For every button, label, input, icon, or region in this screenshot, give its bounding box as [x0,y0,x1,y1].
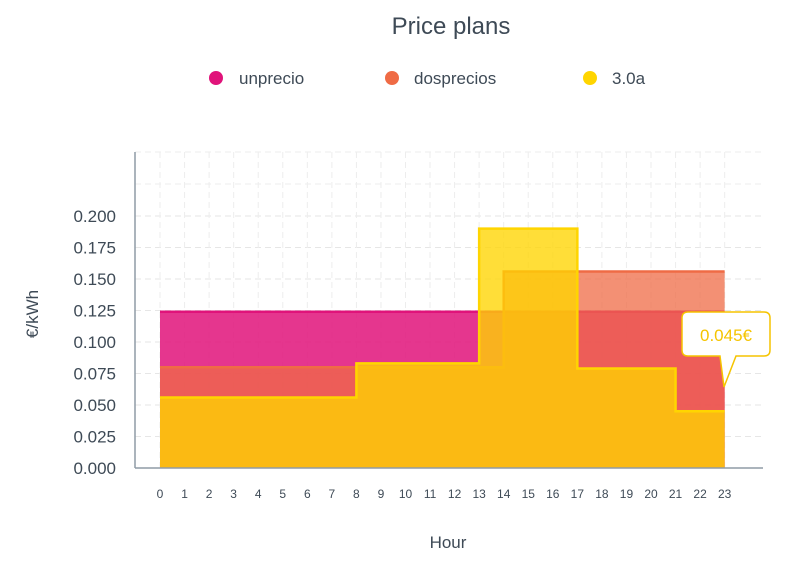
y-axis-label: €/kWh [23,290,42,338]
y-tick-label: 0.125 [73,302,116,321]
y-tick-label: 0.100 [73,333,116,352]
x-tick-label: 3 [230,487,237,501]
y-tick-label: 0.075 [73,365,116,384]
x-tick-label: 1 [181,487,188,501]
legend-label-3-0a: 3.0a [612,69,646,88]
x-tick-label: 10 [399,487,413,501]
x-tick-label: 12 [448,487,462,501]
x-tick-label: 17 [571,487,585,501]
legend-item-dosprecios[interactable]: dosprecios [385,69,496,88]
series-layer [160,227,725,468]
legend-label-dosprecios: dosprecios [414,69,496,88]
legend-marker-dosprecios [385,71,399,85]
x-tick-label: 18 [595,487,609,501]
x-tick-label: 22 [693,487,707,501]
x-tick-label: 16 [546,487,560,501]
x-tick-label: 13 [472,487,486,501]
y-tick-label: 0.150 [73,270,116,289]
tooltip-value: 0.045€ [700,326,753,345]
x-tick-label: 14 [497,487,511,501]
x-tick-label: 5 [279,487,286,501]
series-area-3-0a [160,228,725,468]
legend: unprecio dosprecios 3.0a [209,69,646,88]
y-tick-label: 0.025 [73,428,116,447]
series-line-3-0a [160,227,725,413]
x-tick-label: 9 [378,487,385,501]
x-tick-label: 23 [718,487,732,501]
legend-item-unprecio[interactable]: unprecio [209,69,304,88]
x-tick-label: 7 [329,487,336,501]
chart-title: Price plans [392,13,511,40]
x-tick-label: 8 [353,487,360,501]
y-tick-label: 0.175 [73,239,116,258]
axes [134,152,763,469]
x-tick-label: 11 [424,487,437,501]
x-axis-label: Hour [430,533,467,552]
x-tick-label: 6 [304,487,311,501]
x-tick-label: 20 [644,487,658,501]
x-tick-label: 21 [669,487,683,501]
x-tick-label: 19 [620,487,634,501]
legend-label-unprecio: unprecio [239,69,304,88]
legend-item-3-0a[interactable]: 3.0a [583,69,646,88]
tooltip-box [681,311,771,388]
y-tick-label: 0.050 [73,396,116,415]
x-tick-label: 0 [157,487,164,501]
y-tick-label: 0.000 [73,459,116,478]
x-tick-label: 4 [255,487,262,501]
y-tick-label: 0.200 [73,207,116,226]
y-tick-labels: 0.000 0.025 0.050 0.075 0.100 0.125 0.150 0.175… [73,207,116,478]
x-tick-labels: 0 1 2 3 4 5 6 7 8 9 10 11 12 13 14 15 16 17 18 19 20 21 22 23 [157,487,732,501]
tooltip: 0.045€ [681,311,771,388]
x-tick-label: 2 [206,487,213,501]
legend-marker-3-0a [583,71,597,85]
legend-marker-unprecio [209,71,223,85]
x-tick-label: 15 [522,487,536,501]
